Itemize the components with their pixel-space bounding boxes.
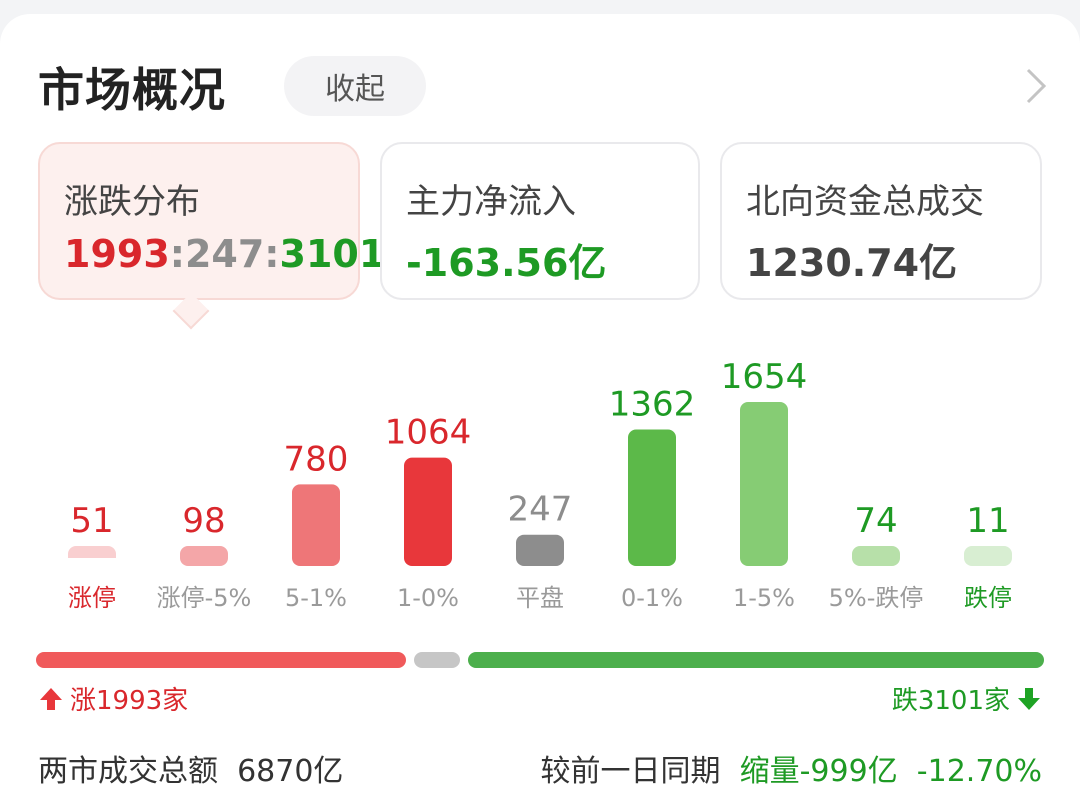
net-inflow-value: -163.56亿: [406, 241, 607, 285]
stat-card-northbound[interactable]: 北向资金总成交 1230.74亿: [720, 142, 1042, 300]
change-amount: 缩量-999亿: [739, 754, 898, 789]
distribution-value: 1993:247:3101: [64, 232, 386, 276]
stat-card-distribution[interactable]: 涨跌分布 1993:247:3101: [38, 142, 385, 300]
turnover-compare: 较前一日同期 缩量-999亿 -12.70%: [541, 746, 1042, 790]
bar-8: [964, 546, 1012, 566]
bar-4: [516, 534, 564, 566]
summary-bar-flat: [414, 652, 461, 668]
bar-value-label: 1362: [609, 385, 696, 425]
bar-value-label: 247: [508, 490, 573, 530]
bar-7: [852, 546, 900, 566]
bar-3: [404, 457, 452, 566]
stat-card-main-net-inflow[interactable]: 主力净流入 -163.56亿: [380, 142, 700, 300]
collapse-button[interactable]: 收起: [284, 56, 426, 116]
down-summary-label: 跌3101家: [891, 686, 1010, 716]
bar-category-label: 1-0%: [397, 584, 459, 612]
arrow-up-icon: [40, 687, 62, 710]
summary-bar-up: [36, 652, 407, 668]
turnover-total: 两市成交总额 6870亿: [38, 746, 343, 790]
up-summary-label: 涨1993家: [70, 686, 189, 716]
flat-count: 247: [184, 232, 265, 276]
chevron-right-icon[interactable]: [1016, 66, 1060, 106]
bar-value-label: 74: [854, 501, 897, 541]
arrow-down-icon: [1018, 687, 1040, 710]
bar-value-label: 1064: [385, 413, 472, 453]
bar-category-label: 涨停: [68, 584, 116, 612]
bar-category-label: 1-5%: [733, 584, 795, 612]
up-summary: 涨1993家: [38, 680, 188, 717]
bar-5: [628, 429, 676, 566]
bar-value-label: 11: [966, 501, 1009, 541]
bar-category-label: 0-1%: [621, 584, 683, 612]
bar-value-label: 51: [70, 501, 113, 541]
bar-category-label: 5%-跌停: [829, 584, 924, 612]
down-summary: 跌3101家: [892, 680, 1042, 717]
down-count: 3101: [279, 232, 386, 276]
change-percent: -12.70%: [916, 754, 1042, 789]
bar-category-label: 平盘: [516, 584, 564, 612]
bar-1: [180, 546, 228, 566]
compare-label: 较前一日同期: [540, 754, 721, 789]
turnover-label: 两市成交总额: [38, 754, 218, 789]
bar-2: [292, 484, 340, 566]
bar-value-label: 1654: [721, 357, 808, 397]
bar-category-label: 涨停-5%: [157, 584, 252, 612]
stat-card-label: 北向资金总成交: [746, 182, 984, 222]
stat-card-label: 涨跌分布: [64, 182, 200, 222]
northbound-value: 1230.74亿: [746, 241, 958, 285]
distribution-bar-chart: 51 涨停 98 涨停-5% 780 5-1% 1064 1-0% 247 平盘 1362 0-1% 1…: [0, 357, 1080, 612]
page-title: 市场概况: [38, 63, 226, 117]
bar-value-label: 98: [182, 501, 225, 541]
bar-value-label: 780: [284, 439, 349, 479]
summary-bar-down: [468, 652, 1044, 668]
bar-6: [740, 402, 788, 566]
stat-card-label: 主力净流入: [406, 182, 576, 222]
turnover-value: 6870亿: [237, 754, 344, 789]
bar-category-label: 跌停: [964, 584, 1012, 612]
up-count: 1993: [64, 232, 170, 276]
bar-category-label: 5-1%: [285, 584, 347, 612]
